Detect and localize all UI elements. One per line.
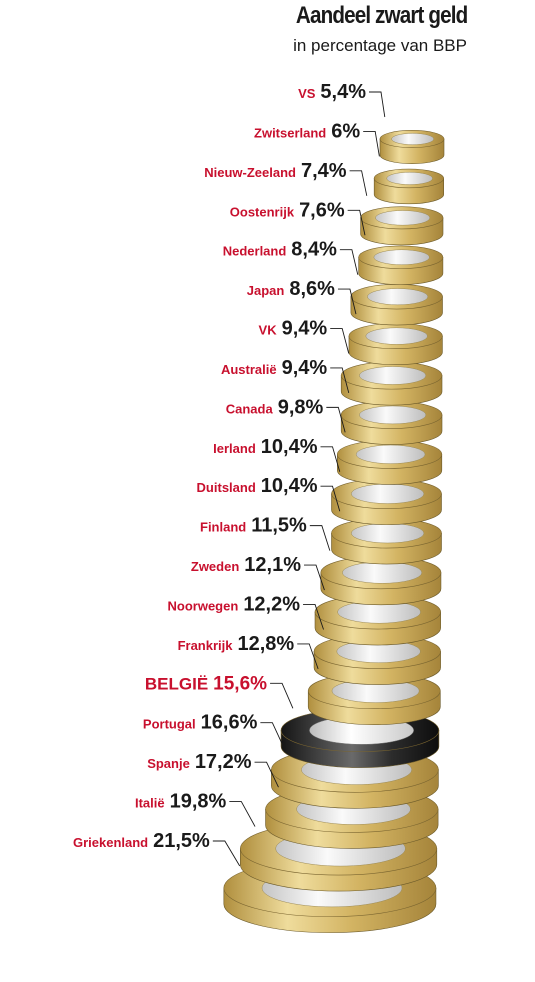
bar-label-noorwegen: Noorwegen 12,2%	[168, 593, 301, 615]
value-label: 12,8%	[238, 633, 295, 655]
value-label: 12,1%	[244, 554, 301, 576]
category-label: Portugal	[143, 717, 196, 732]
bar-label-zweden: Zweden 12,1%	[191, 554, 301, 576]
value-label: 7,4%	[301, 160, 347, 182]
leader-line	[320, 485, 341, 512]
bar-label-frankrijk: Frankrijk 12,8%	[178, 633, 295, 655]
value-label: 10,4%	[261, 475, 318, 497]
value-label: 19,8%	[170, 791, 227, 813]
bar-label-ierland: Ierland 10,4%	[213, 436, 318, 458]
leader-line	[297, 643, 319, 670]
coin-duitsland	[331, 518, 442, 565]
category-label: Nederland	[223, 244, 287, 259]
leader-line	[229, 801, 256, 827]
leader-line	[330, 328, 350, 354]
leader-line	[303, 604, 324, 630]
bar-label-zwitserland: Zwitserland 6%	[254, 120, 360, 142]
bar-label-nieuw-zeeland: Nieuw-Zeeland 7,4%	[204, 160, 347, 182]
bar-label-vs: VS 5,4%	[298, 81, 366, 103]
value-label: 6%	[331, 120, 360, 142]
leader-line	[369, 91, 386, 118]
bar-label-duitsland: Duitsland 10,4%	[197, 475, 318, 497]
category-label: Duitsland	[197, 480, 256, 495]
value-label: 9,8%	[278, 396, 324, 418]
leader-line	[339, 249, 359, 275]
coin-japan	[348, 323, 443, 366]
category-label: VS	[298, 86, 316, 101]
leader-line	[212, 840, 241, 867]
category-label: Oostenrijk	[230, 204, 295, 219]
leader-line	[363, 130, 380, 157]
bar-label-australië: Australië 9,4%	[221, 357, 327, 379]
leader-line	[347, 209, 366, 236]
category-label: Noorwegen	[168, 598, 239, 613]
coin-finland	[320, 556, 442, 606]
category-label: Japan	[247, 283, 285, 298]
leader-line	[337, 288, 357, 315]
bar-label-finland: Finland 11,5%	[200, 515, 307, 537]
value-label: 9,4%	[282, 357, 328, 379]
value-label: 17,2%	[195, 751, 252, 773]
coin-nederland	[350, 284, 443, 326]
category-label: Finland	[200, 520, 246, 535]
category-label: Nieuw-Zeeland	[204, 165, 296, 180]
chart-title: Aandeel zwart geld	[295, 2, 468, 29]
bar-label-griekenland: Griekenland 21,5%	[73, 830, 210, 852]
category-label: VK	[259, 323, 278, 338]
value-label: 16,6%	[201, 712, 258, 734]
leader-line	[309, 525, 331, 551]
value-label: 21,5%	[153, 830, 210, 852]
coin-nieuw-zeeland	[360, 206, 444, 246]
leader-line	[326, 406, 346, 433]
category-label: Zweden	[191, 559, 239, 574]
bar-label-nederland: Nederland 8,4%	[223, 239, 337, 261]
leader-line	[270, 682, 294, 709]
coin-australië	[340, 401, 443, 445]
leader-line	[330, 367, 350, 394]
coin-vk	[340, 361, 443, 406]
bar-label-portugal: Portugal 16,6%	[143, 712, 258, 734]
labels-layer: VS 5,4% Zwitserland 6% Nieuw-Zeeland 7,4% Oost…	[73, 81, 366, 852]
leader-line	[349, 170, 368, 196]
value-label: 9,4%	[282, 318, 328, 340]
bar-label-italië: Italië 19,8%	[135, 791, 227, 813]
bar-label-oostenrijk: Oostenrijk 7,6%	[230, 199, 345, 221]
category-label: Canada	[226, 401, 274, 416]
coins-layer	[223, 130, 445, 933]
leader-line	[320, 446, 341, 472]
bar-label-canada: Canada 9,8%	[226, 396, 324, 418]
category-label: Spanje	[147, 756, 190, 771]
coin-oostenrijk	[358, 245, 444, 285]
coin-ierland	[331, 478, 442, 525]
coin-vs	[379, 130, 445, 164]
value-label: 5,4%	[320, 81, 366, 103]
leader-lines-layer	[212, 91, 386, 867]
bar-label-belgië: BELGIË 15,6%	[145, 673, 267, 694]
value-label: 12,2%	[243, 593, 300, 615]
bar-label-japan: Japan 8,6%	[247, 278, 335, 300]
value-label: 7,6%	[299, 199, 345, 221]
value-label: 8,6%	[289, 278, 335, 300]
coin-zweden	[314, 594, 441, 646]
coin-zwitserland	[373, 168, 444, 205]
category-label: Ierland	[213, 441, 256, 456]
leader-line	[304, 564, 325, 591]
category-label: Zwitserland	[254, 125, 326, 140]
value-label: 15,6%	[213, 673, 267, 694]
category-label: BELGIË	[145, 674, 208, 693]
category-label: Frankrijk	[178, 638, 234, 653]
category-label: Italië	[135, 796, 165, 811]
chart-subtitle: in percentage van BBP	[293, 36, 467, 55]
leader-line	[254, 761, 279, 788]
coin-canada	[337, 439, 443, 485]
category-label: Griekenland	[73, 835, 148, 850]
leader-line	[260, 722, 285, 748]
value-label: 11,5%	[251, 515, 307, 537]
value-label: 8,4%	[291, 239, 337, 261]
bar-label-spanje: Spanje 17,2%	[147, 751, 252, 773]
bar-label-vk: VK 9,4%	[259, 318, 328, 340]
value-label: 10,4%	[261, 436, 318, 458]
category-label: Australië	[221, 362, 277, 377]
